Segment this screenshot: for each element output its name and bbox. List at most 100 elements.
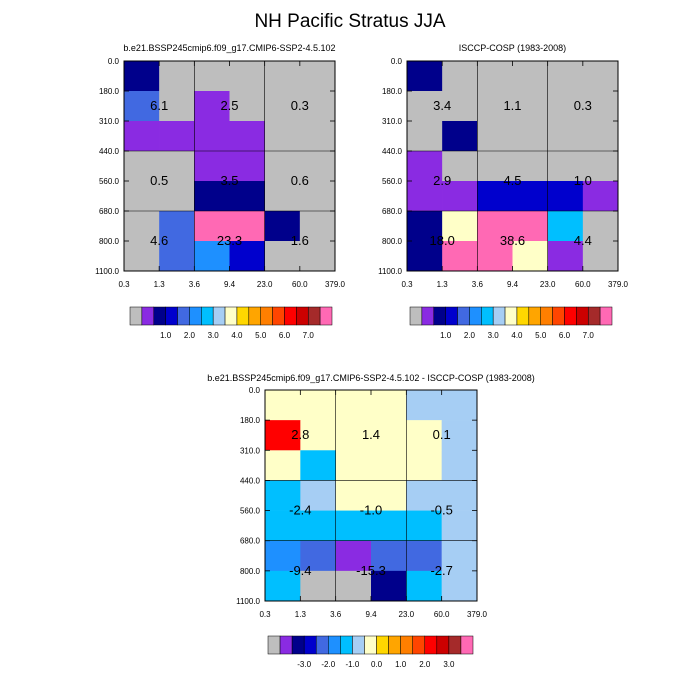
y-tick-label: 440.0 — [382, 147, 403, 156]
heatmap-cell — [371, 510, 407, 542]
y-tick-label: 800.0 — [99, 237, 120, 246]
colorbar-swatch — [272, 306, 285, 326]
colorbar-swatch — [376, 635, 389, 655]
colorbar-swatch — [409, 306, 423, 326]
x-tick-label: 0.3 — [401, 280, 413, 289]
y-tick-label: 680.0 — [382, 207, 403, 216]
y-tick-label: 560.0 — [99, 177, 120, 186]
heatmap-cell — [371, 540, 407, 572]
colorbar-swatch — [267, 635, 281, 655]
colorbar-swatch — [516, 306, 530, 326]
heatmap-cell — [512, 151, 548, 182]
heatmap-cell — [264, 121, 301, 152]
heatmap-cell — [335, 420, 372, 451]
block-value: 0.5 — [150, 173, 168, 188]
heatmap-cell — [299, 91, 336, 122]
heatmap-cell — [407, 121, 443, 152]
heatmap-cell — [407, 241, 443, 272]
y-tick-label: 440.0 — [240, 476, 261, 485]
panel-title: b.e21.BSSP245cmip6.f09_g17.CMIP6-SSP2-4.… — [207, 373, 535, 383]
colorbar-swatch — [528, 306, 541, 326]
colorbar-swatch — [540, 306, 553, 326]
block-value: 6.1 — [150, 98, 168, 113]
colorbar-swatch — [165, 306, 178, 326]
block-value: 0.3 — [574, 98, 592, 113]
heatmap-cell — [124, 211, 160, 242]
colorbar-label: 1.0 — [440, 331, 452, 340]
block-value: -15.3 — [356, 563, 386, 578]
y-tick-label: 0.0 — [249, 386, 261, 395]
heatmap-cell — [477, 91, 513, 122]
heatmap-cell — [229, 211, 265, 242]
colorbar-swatch — [552, 306, 565, 326]
heatmap-cell — [124, 151, 160, 182]
x-tick-label: 1.3 — [295, 610, 307, 619]
heatmap-cell — [512, 91, 548, 122]
heatmap-cell — [299, 211, 336, 242]
heatmap-cell — [442, 151, 478, 182]
panel-diff: b.e21.BSSP245cmip6.f09_g17.CMIP6-SSP2-4.… — [207, 373, 535, 669]
panel-model: b.e21.BSSP245cmip6.f09_g17.CMIP6-SSP2-4.… — [95, 43, 345, 340]
heatmap-cell — [407, 91, 443, 122]
colorbar-swatch — [153, 306, 166, 326]
heatmap-cell — [547, 61, 584, 92]
y-tick-label: 180.0 — [240, 416, 261, 425]
heatmap-cell — [194, 211, 230, 242]
heatmap-cell — [371, 450, 407, 481]
colorbar-swatch — [177, 306, 190, 326]
heatmap-cell — [194, 61, 230, 92]
colorbar-swatch — [284, 306, 297, 326]
heatmap-cell — [582, 121, 619, 152]
colorbar-swatch — [364, 635, 377, 655]
heatmap-cell — [265, 540, 301, 572]
heatmap-cell — [371, 480, 407, 511]
heatmap-cell — [512, 241, 548, 272]
colorbar-swatch — [236, 306, 250, 326]
colorbar: 1.0 2.0 3.0 4.0 5.0 6.0 7.0 — [409, 306, 613, 340]
colorbar-swatch — [388, 635, 401, 655]
heatmap-cell — [265, 480, 301, 511]
x-tick-label: 379.0 — [608, 280, 629, 289]
block-value: 23.3 — [217, 233, 242, 248]
heatmap-cell — [582, 61, 619, 92]
block-value: 1.0 — [574, 173, 592, 188]
heatmap-cell — [407, 151, 443, 182]
colorbar-label: -2.0 — [321, 660, 335, 669]
heatmap-cell — [442, 181, 478, 212]
y-tick-label: 180.0 — [382, 87, 403, 96]
block-value: 4.6 — [150, 233, 168, 248]
colorbar-swatch — [129, 306, 143, 326]
heatmap-cell — [194, 121, 230, 152]
heatmap-cell — [371, 390, 407, 421]
heatmap-cell — [265, 450, 301, 481]
heatmap-cell — [159, 61, 195, 92]
colorbar-swatch — [504, 306, 518, 326]
colorbar-swatch — [460, 635, 474, 655]
heatmap-cell — [477, 61, 513, 92]
colorbar-swatch — [141, 306, 155, 326]
colorbar-swatch — [328, 635, 341, 655]
heatmap-cell — [300, 450, 336, 481]
colorbar-swatch — [433, 306, 446, 326]
heatmap-cell — [441, 570, 478, 602]
x-tick-label: 60.0 — [292, 280, 308, 289]
heatmap-cell — [477, 241, 513, 272]
heatmap-cell — [547, 181, 584, 212]
heatmap-cell — [407, 61, 443, 92]
block-value: 1.4 — [362, 427, 380, 442]
heatmap-cell — [441, 480, 478, 511]
colorbar-swatch — [352, 635, 365, 655]
block-value: 1.1 — [503, 98, 521, 113]
heatmap-cell — [477, 121, 513, 152]
colorbar-label: -1.0 — [346, 660, 360, 669]
heatmap-cell — [335, 390, 372, 421]
colorbar-label: 3.0 — [488, 331, 500, 340]
heatmap-cell — [512, 181, 548, 212]
colorbar-swatch — [201, 306, 214, 326]
y-tick-label: 310.0 — [99, 117, 120, 126]
heatmap-cell — [300, 390, 336, 421]
colorbar-swatch — [436, 635, 450, 655]
heatmap-cell — [477, 181, 513, 212]
heatmap-cell — [335, 540, 372, 572]
colorbar-swatch — [457, 306, 470, 326]
